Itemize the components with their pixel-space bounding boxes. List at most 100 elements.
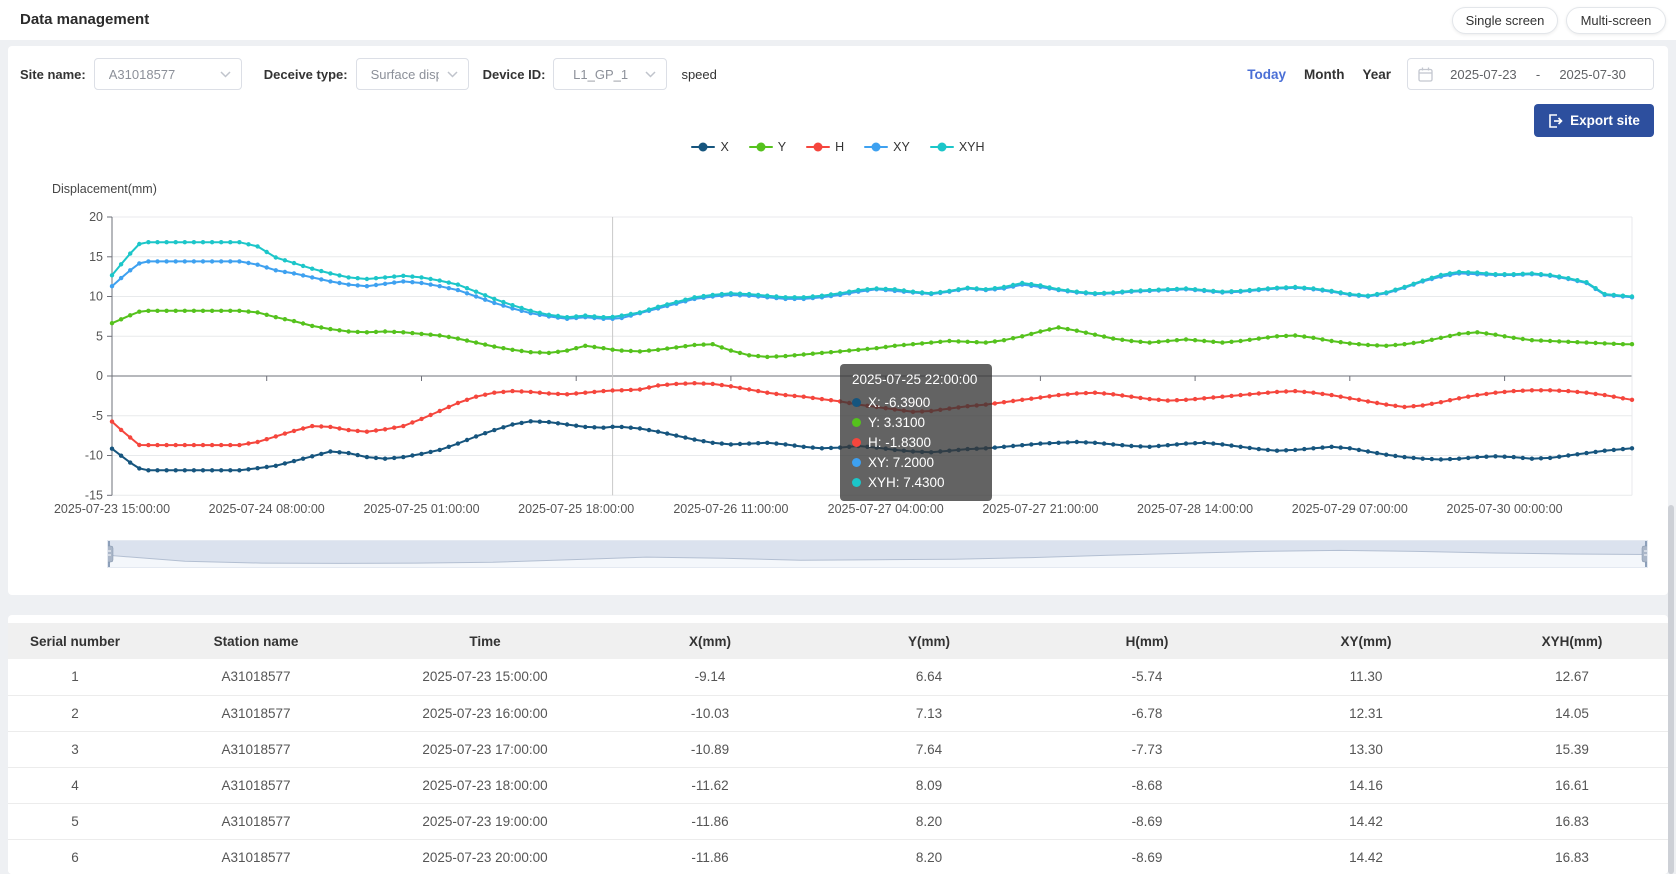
displacement-line-chart[interactable]: Displacement(mm)20151050-5-10-152025-07-…	[8, 176, 1668, 526]
legend-label: Y	[777, 140, 787, 154]
table-cell: 2025-07-23 17:00:00	[370, 731, 600, 768]
device-id-select[interactable]: L1_GP_1	[553, 58, 668, 90]
export-icon	[1548, 113, 1563, 128]
window-scrollbar-thumb[interactable]	[1668, 505, 1674, 874]
table-row[interactable]: 6 A31018577 2025-07-23 20:00:00 -11.86 8.20-…	[8, 839, 1668, 874]
table-cell: 8.20	[820, 839, 1038, 874]
end-date-value[interactable]: 2025-07-30	[1559, 66, 1626, 82]
table-cell: 14.16	[1256, 767, 1476, 804]
table-header-cell: XY(mm)	[1256, 623, 1476, 659]
table-cell: -8.68	[1038, 767, 1256, 804]
table-row[interactable]: 1 A31018577 2025-07-23 15:00:00 -9.14 6.64 -5…	[8, 659, 1668, 696]
y-tick-label: -15	[85, 488, 103, 502]
legend-label: H	[835, 140, 845, 154]
y-axis-title: Displacement(mm)	[52, 182, 157, 196]
x-tick-label: 2025-07-25 18:00:00	[518, 502, 634, 516]
table-cell: 8.20	[820, 803, 1038, 840]
table-cell: A31018577	[142, 767, 370, 804]
table-cell: 14.42	[1256, 803, 1476, 840]
x-tick-label: 2025-07-25 01:00:00	[363, 502, 479, 516]
table-cell: -10.89	[600, 731, 820, 768]
data-zoom-slider[interactable]	[104, 540, 1651, 568]
table-cell: 8.09	[820, 767, 1038, 804]
table-row[interactable]: 2 A31018577 2025-07-23 16:00:00 -10.03 7.13-…	[8, 695, 1668, 732]
year-link[interactable]: Year	[1362, 66, 1391, 82]
measurements-table: Serial number Station name Time X(mm) Y(mm) H…	[8, 623, 1668, 874]
table-cell: -10.03	[600, 695, 820, 732]
legend-marker	[864, 142, 889, 152]
legend-marker	[691, 142, 716, 152]
chevron-down-icon	[637, 70, 656, 78]
device-type-select[interactable]: Surface disp	[355, 58, 469, 90]
y-tick-label: 5	[96, 329, 103, 343]
table-row[interactable]: 3 A31018577 2025-07-23 17:00:00 -10.89 7.64-…	[8, 731, 1668, 768]
date-range-picker[interactable]: 2025-07-23 - 2025-07-30	[1407, 58, 1654, 90]
table-row[interactable]: 4 A31018577 2025-07-23 18:00:00 -11.62 8.09-…	[8, 767, 1668, 804]
table-cell: 2025-07-23 18:00:00	[370, 767, 600, 804]
series-y	[109, 308, 1635, 360]
export-site-label: Export site	[1570, 113, 1640, 128]
table-cell: 16.83	[1476, 839, 1668, 874]
legend-item-h[interactable]: H	[806, 140, 844, 154]
table-header-cell: XYH(mm)	[1476, 623, 1668, 659]
table-cell: 2025-07-23 20:00:00	[370, 839, 600, 874]
table-cell: 14.42	[1256, 839, 1476, 874]
export-site-button[interactable]: Export site	[1534, 104, 1654, 137]
device-type-label: Deceive type:	[263, 66, 348, 82]
table-cell: 4	[8, 767, 142, 804]
y-tick-label: 0	[96, 369, 103, 383]
series-xyh	[109, 240, 1635, 320]
legend-item-xy[interactable]: XY	[864, 140, 910, 154]
table-cell: A31018577	[142, 803, 370, 840]
legend-marker	[806, 142, 831, 152]
y-tick-label: -10	[85, 449, 103, 463]
chart-panel: Site name: A31018577 Deceive type: Surfa…	[8, 46, 1668, 595]
start-date-value[interactable]: 2025-07-23	[1450, 66, 1517, 82]
x-tick-label: 2025-07-30 00:00:00	[1447, 502, 1563, 516]
table-cell: -11.86	[600, 839, 820, 874]
table-row[interactable]: 5 A31018577 2025-07-23 19:00:00 -11.86 8.20-…	[8, 803, 1668, 840]
table-cell: A31018577	[142, 731, 370, 768]
legend-marker	[748, 142, 773, 152]
table-cell: 15.39	[1476, 731, 1668, 768]
table-cell: 12.67	[1476, 659, 1668, 696]
table-cell: 11.30	[1256, 659, 1476, 696]
site-name-value: A31018577	[108, 66, 176, 82]
table-cell: 5	[8, 803, 142, 840]
chart-area[interactable]: Displacement(mm) 20 15 10 5 0 -5 -10 -15 2025-07-…	[8, 176, 1668, 526]
legend-item-x[interactable]: X	[691, 140, 729, 154]
legend-label: X	[720, 140, 729, 154]
table-cell: 7.13	[820, 695, 1038, 732]
table-header-cell: Time	[370, 623, 600, 659]
table-cell: 13.30	[1256, 731, 1476, 768]
x-tick-label: 2025-07-29 07:00:00	[1292, 502, 1408, 516]
table-cell: -11.86	[600, 803, 820, 840]
speed-mode-label: speed	[681, 66, 717, 82]
table-cell: A31018577	[142, 659, 370, 696]
table-cell: 16.83	[1476, 803, 1668, 840]
device-type-value: Surface disp	[370, 66, 439, 82]
table-header-cell: Station name	[142, 623, 370, 659]
series-xy	[109, 259, 1635, 321]
table-cell: 16.61	[1476, 767, 1668, 804]
single-screen-button[interactable]: Single screen	[1452, 7, 1558, 34]
device-id-value: L1_GP_1	[573, 66, 629, 82]
legend-item-xyh[interactable]: XYH	[929, 140, 985, 154]
table-cell: 6.64	[820, 659, 1038, 696]
table-cell: -8.69	[1038, 803, 1256, 840]
series-h	[109, 381, 1635, 448]
table-cell: -5.74	[1038, 659, 1256, 696]
multi-screen-button[interactable]: Multi-screen	[1566, 7, 1666, 34]
site-name-select[interactable]: A31018577	[93, 58, 242, 90]
table-cell: 14.05	[1476, 695, 1668, 732]
legend-item-y[interactable]: Y	[748, 140, 787, 154]
y-tick-label: -5	[92, 409, 103, 423]
today-link[interactable]: Today	[1247, 66, 1286, 82]
data-zoom-preview[interactable]	[104, 541, 1651, 567]
filter-bar: Site name: A31018577 Deceive type: Surfa…	[20, 58, 1654, 90]
table-cell: 1	[8, 659, 142, 696]
month-link[interactable]: Month	[1303, 66, 1345, 82]
x-tick-label: 2025-07-27 04:00:00	[828, 502, 944, 516]
y-tick-label: 10	[89, 290, 103, 304]
chevron-down-icon	[439, 70, 458, 78]
